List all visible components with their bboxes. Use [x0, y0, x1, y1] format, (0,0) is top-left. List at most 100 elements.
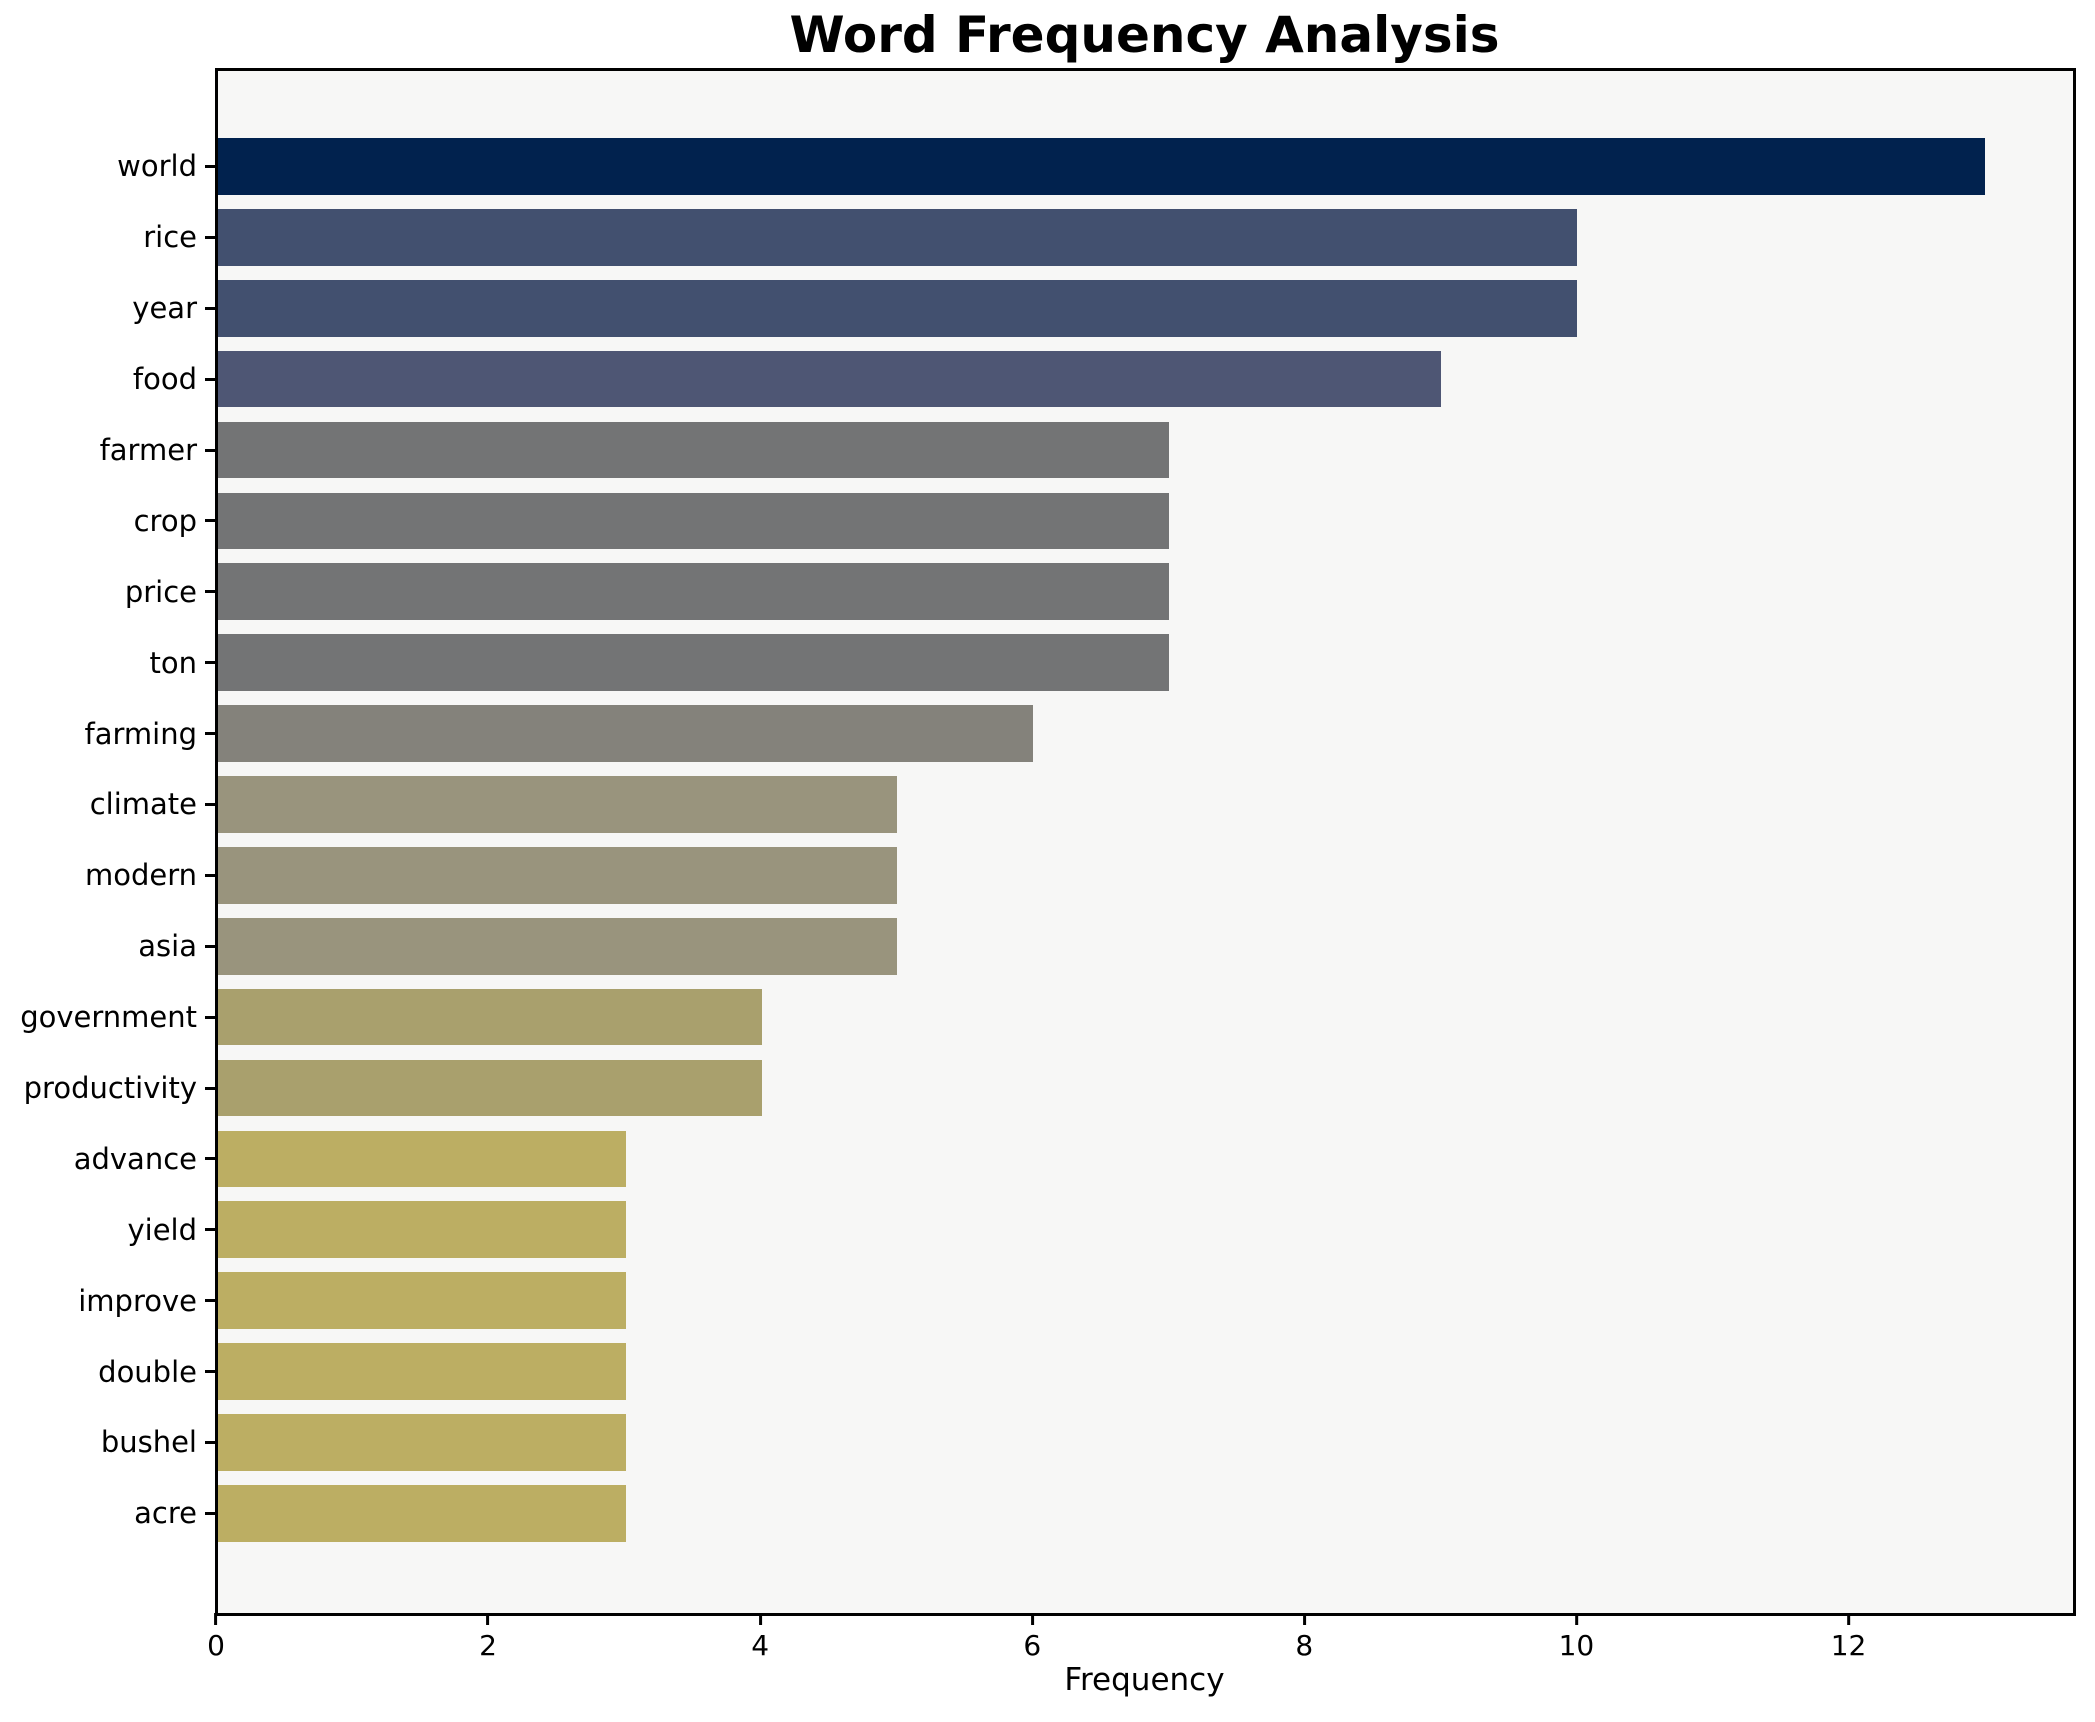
x-tick-label: 12 — [1830, 1629, 1867, 1662]
x-tick-label: 8 — [1295, 1629, 1314, 1662]
bar-row — [218, 1053, 2073, 1124]
y-label-row: government — [0, 982, 216, 1053]
y-tick-label: modern — [84, 858, 197, 893]
bar-row — [218, 1194, 2073, 1265]
y-tick-label: acre — [134, 1496, 197, 1531]
y-label-row: double — [0, 1336, 216, 1407]
y-tick-mark — [205, 377, 216, 381]
y-tick-label: government — [20, 1000, 197, 1035]
y-label-row: advance — [0, 1123, 216, 1194]
y-tick-label: bushel — [100, 1425, 197, 1460]
x-axis: 0 2 4 6 8 10 12 — [207, 1613, 2073, 1683]
x-tick-mark — [1302, 1613, 1306, 1625]
x-tick: 8 — [1295, 1613, 1313, 1662]
bar-row — [218, 1407, 2073, 1478]
y-tick-label: productivity — [23, 1071, 197, 1106]
y-label-row: year — [0, 273, 216, 344]
bar-row — [218, 485, 2073, 556]
bar-acre — [218, 1485, 626, 1542]
bar-row — [218, 1123, 2073, 1194]
bar-farming — [218, 705, 1034, 762]
y-tick-mark — [205, 1299, 216, 1303]
x-tick: 10 — [1558, 1613, 1595, 1662]
y-tick-mark — [205, 944, 216, 948]
y-tick-label: food — [132, 362, 197, 397]
y-tick-mark — [205, 1157, 216, 1161]
bar-row — [218, 627, 2073, 698]
y-tick-label: double — [98, 1354, 197, 1389]
y-label-row: bushel — [0, 1407, 216, 1478]
x-tick: 4 — [751, 1613, 769, 1662]
x-tick-mark — [758, 1613, 762, 1625]
bar-improve — [218, 1272, 626, 1330]
bar-row — [218, 769, 2073, 840]
bar-asia — [218, 917, 898, 975]
y-label-row: price — [0, 556, 216, 627]
y-tick-mark — [205, 235, 216, 239]
bar-row — [218, 698, 2073, 769]
y-label-row: crop — [0, 485, 216, 556]
y-label-row: acre — [0, 1478, 216, 1549]
bar-row — [218, 202, 2073, 273]
y-tick-label: rice — [143, 220, 197, 255]
y-label-row: improve — [0, 1265, 216, 1336]
y-tick-mark — [205, 519, 216, 523]
x-tick-mark — [1574, 1613, 1578, 1625]
x-tick-label: 6 — [1023, 1629, 1042, 1662]
y-tick-mark — [205, 732, 216, 736]
y-tick-mark — [205, 802, 216, 806]
bar-row — [218, 982, 2073, 1053]
chart-title: Word Frequency Analysis — [789, 6, 1500, 64]
y-label-row: asia — [0, 911, 216, 982]
bars-container — [218, 131, 2073, 1549]
y-label-row: ton — [0, 627, 216, 698]
y-tick-label: world — [117, 149, 197, 184]
y-tick-label: crop — [133, 503, 197, 538]
x-tick-mark — [486, 1613, 490, 1625]
x-tick-label: 0 — [207, 1629, 225, 1662]
y-tick-mark — [205, 873, 216, 877]
x-tick-mark — [1847, 1613, 1851, 1625]
y-label-row: world — [0, 131, 216, 202]
bar-row — [218, 1336, 2073, 1407]
y-tick-label: ton — [149, 645, 198, 680]
x-tick-mark — [1030, 1613, 1034, 1625]
bar-row — [218, 1478, 2073, 1549]
bar-row — [218, 556, 2073, 627]
bar-world — [218, 138, 1985, 195]
x-tick: 2 — [479, 1613, 497, 1662]
y-tick-label: climate — [89, 787, 197, 822]
y-tick-mark — [205, 164, 216, 168]
y-tick-mark — [205, 1228, 216, 1232]
x-tick: 6 — [1023, 1613, 1041, 1662]
y-label-row: yield — [0, 1194, 216, 1265]
bar-row — [218, 415, 2073, 486]
bar-crop — [218, 492, 1170, 550]
y-label-row: climate — [0, 769, 216, 840]
y-tick-mark — [205, 1086, 216, 1090]
y-label-row: modern — [0, 840, 216, 911]
plot-area — [215, 68, 2076, 1616]
bar-bushel — [218, 1414, 626, 1471]
bar-modern — [218, 847, 898, 904]
y-tick-mark — [205, 1015, 216, 1019]
bar-food — [218, 350, 1442, 408]
y-tick-label: improve — [78, 1283, 197, 1318]
y-tick-label: farmer — [99, 433, 197, 467]
bar-double — [218, 1343, 626, 1400]
x-tick: 12 — [1830, 1613, 1867, 1662]
bar-climate — [218, 776, 898, 833]
y-tick-mark — [205, 448, 216, 452]
y-label-row: rice — [0, 202, 216, 273]
bar-government — [218, 988, 762, 1046]
y-tick-mark — [205, 1511, 216, 1515]
bar-row — [218, 344, 2073, 415]
x-tick-label: 10 — [1558, 1629, 1595, 1662]
bar-row — [218, 273, 2073, 344]
y-label-row: productivity — [0, 1053, 216, 1124]
x-tick-mark — [214, 1613, 218, 1625]
bar-ton — [218, 634, 1170, 692]
bar-yield — [218, 1201, 626, 1259]
y-axis-labels: world rice year food farmer crop price ton farmi… — [0, 131, 216, 1549]
